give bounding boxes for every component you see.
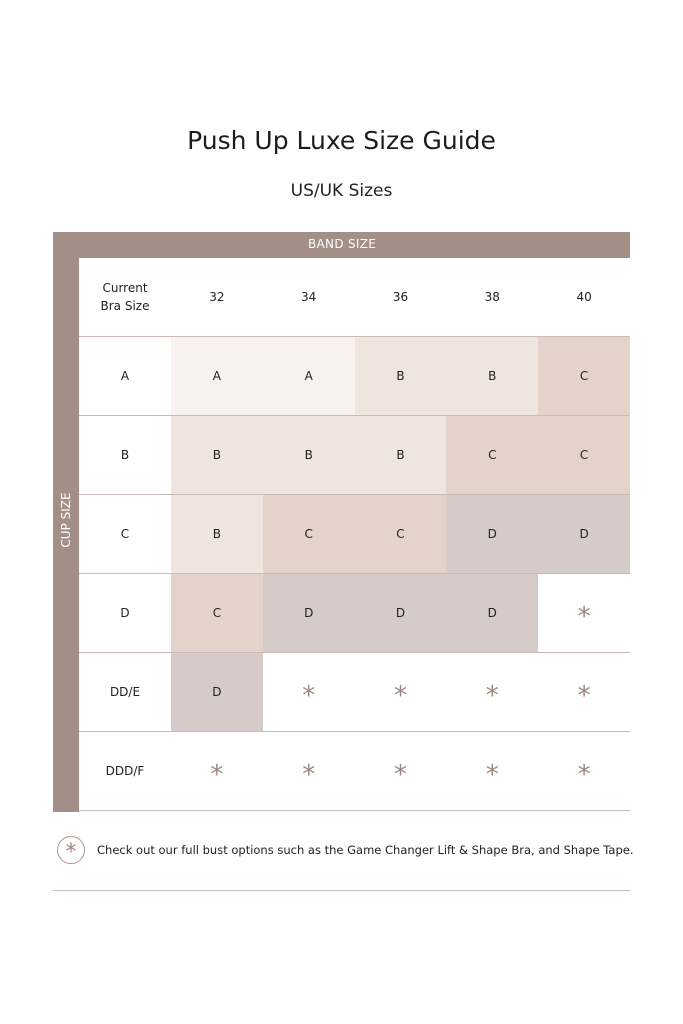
header-label: Current Bra Size [100, 281, 150, 313]
size-cell: C [171, 574, 263, 652]
table-row: D C D D D * [79, 574, 630, 653]
asterisk-cell: * [446, 732, 539, 810]
page-subtitle: US/UK Sizes [290, 181, 393, 201]
size-cell: B [171, 495, 263, 573]
size-cell: C [538, 416, 630, 494]
size-cell: A [171, 337, 263, 415]
asterisk-cell: * [538, 574, 630, 652]
asterisk-cell: * [354, 653, 447, 731]
band-header: 32 [209, 290, 225, 304]
size-cell: B [446, 337, 539, 415]
cup-label: D [120, 606, 130, 620]
size-cell: B [354, 416, 447, 494]
asterisk-cell: * [354, 732, 447, 810]
size-cell: D [538, 495, 630, 573]
cup-label: DDD/F [105, 764, 145, 778]
size-cell: C [446, 416, 539, 494]
divider [53, 890, 630, 891]
size-cell: B [171, 416, 263, 494]
note: * Check out our full bust options such a… [57, 836, 634, 865]
cup-label: DD/E [109, 685, 141, 699]
size-cell: C [262, 495, 355, 573]
size-cell: A [262, 337, 355, 415]
size-cell: D [262, 574, 355, 652]
asterisk-cell: * [538, 653, 630, 731]
size-cell: D [446, 574, 539, 652]
asterisk-icon: * [57, 836, 85, 865]
asterisk-cell: * [171, 732, 263, 810]
size-cell: C [538, 337, 630, 415]
cup-size-label: CUP SIZE [59, 492, 73, 548]
note-text: Check out our full bust options such as … [97, 843, 634, 857]
asterisk-cell: * [262, 732, 355, 810]
page-title: Push Up Luxe Size Guide [187, 126, 496, 155]
size-cell: B [354, 337, 447, 415]
cup-label: B [120, 448, 130, 462]
asterisk-cell: * [446, 653, 539, 731]
size-cell: C [354, 495, 447, 573]
size-cell: D [354, 574, 447, 652]
size-cell: D [171, 653, 263, 731]
cup-label: A [120, 369, 130, 383]
band-size-label: BAND SIZE [308, 237, 377, 251]
cup-size-bar: CUP SIZE [53, 258, 79, 812]
band-header: 34 [301, 290, 317, 304]
cup-label: C [120, 527, 130, 541]
size-cell: B [262, 416, 355, 494]
table-row: DD/E D * * * * [79, 653, 630, 732]
asterisk-cell: * [262, 653, 355, 731]
band-header: 36 [392, 290, 409, 304]
band-header: 40 [576, 290, 592, 304]
asterisk-cell: * [538, 732, 630, 810]
band-header: 38 [484, 290, 500, 304]
table-row: DDD/F * * * * * [79, 732, 630, 811]
header-row: Current Bra Size 32 34 36 38 40 [79, 258, 630, 337]
size-cell: D [446, 495, 539, 573]
band-size-bar: BAND SIZE [53, 232, 630, 258]
